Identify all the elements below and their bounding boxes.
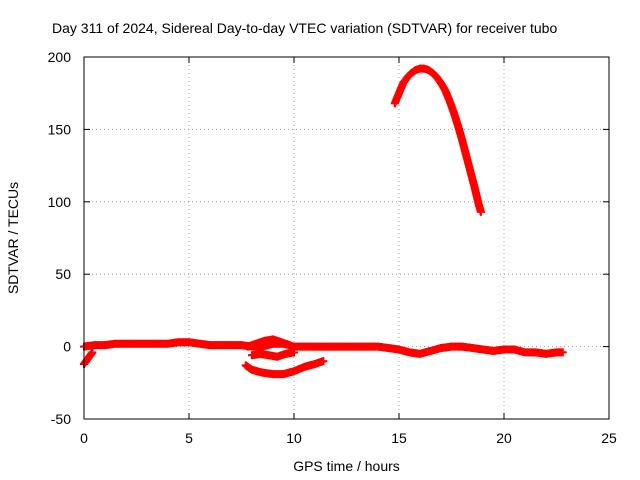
series-peak xyxy=(390,64,485,216)
x-tick-label: 25 xyxy=(601,430,617,446)
data-point xyxy=(288,348,297,357)
y-tick-label: 100 xyxy=(48,194,72,210)
y-tick-label: 0 xyxy=(63,339,71,355)
data-point xyxy=(476,206,485,215)
x-tick-label: 0 xyxy=(80,430,88,446)
series-baseline xyxy=(80,338,567,358)
data-point xyxy=(318,357,326,366)
series-dip xyxy=(241,357,328,379)
series-lower-branch xyxy=(248,348,298,361)
data-point xyxy=(557,348,566,357)
x-tick-label: 15 xyxy=(391,430,407,446)
grid xyxy=(84,57,609,419)
x-tick-label: 20 xyxy=(496,430,512,446)
y-tick-label: 200 xyxy=(48,49,72,65)
data-marks xyxy=(80,64,567,379)
chart-title: Day 311 of 2024, Sidereal Day-to-day VTE… xyxy=(52,20,557,36)
x-tick-label: 10 xyxy=(286,430,302,446)
data-point xyxy=(87,349,96,358)
y-axis-label: SDTVAR / TECUs xyxy=(5,182,21,294)
y-tick-label: 150 xyxy=(48,121,72,137)
data-point xyxy=(284,340,293,349)
series-upper-branch xyxy=(243,335,294,351)
y-tick-label: -50 xyxy=(51,411,71,427)
x-tick-label: 5 xyxy=(185,430,193,446)
y-tick-label: 50 xyxy=(55,266,71,282)
plot-frame xyxy=(83,56,610,420)
x-axis-label: GPS time / hours xyxy=(293,458,400,474)
